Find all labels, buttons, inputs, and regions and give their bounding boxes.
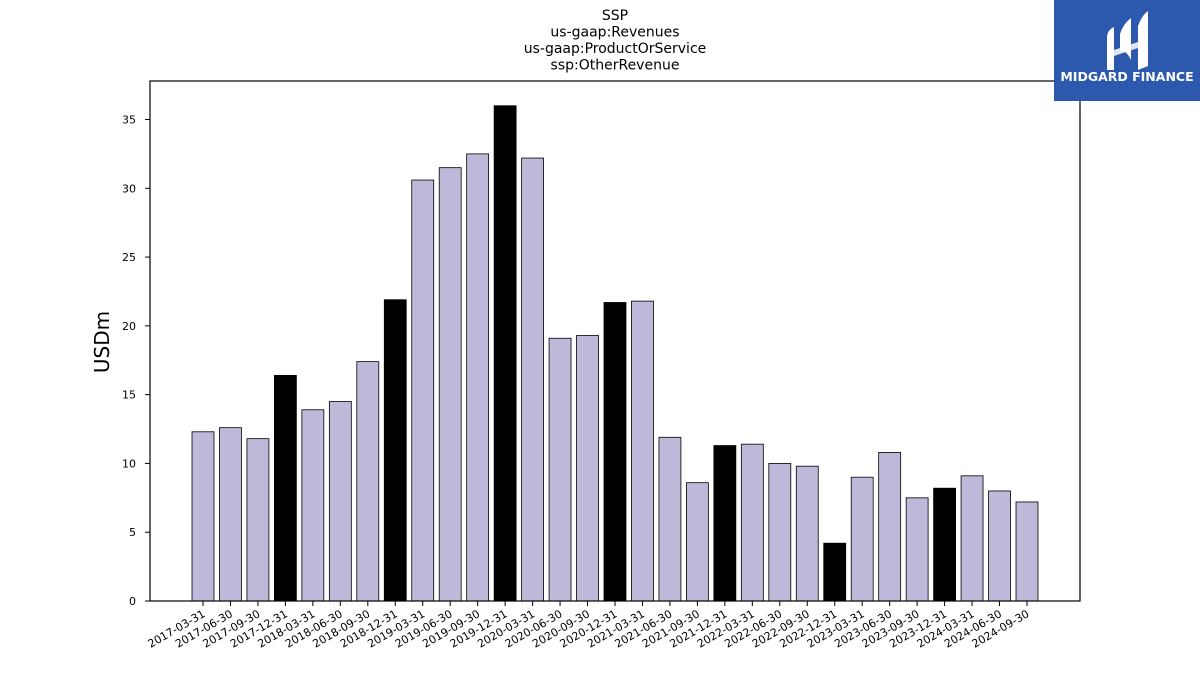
bar-2021-06-30 (658, 436, 682, 602)
midgard-finance-logo: MIDGARD FINANCE (1054, 0, 1200, 101)
bar-2017-06-30 (219, 427, 242, 602)
bar-2024-06-30 (988, 490, 1011, 602)
title-line: us-gaap:Revenues (550, 25, 679, 41)
x-axis: 2017-03-312017-06-302017-09-302017-12-31… (146, 601, 1032, 651)
bar-2024-09-30 (1015, 501, 1039, 602)
title-line: SSP (602, 8, 628, 24)
bar-2018-06-30 (328, 401, 352, 602)
y-axis: 0 5 10 15 20 25 30 35 (122, 114, 150, 608)
bar-2023-12-31 (933, 487, 956, 602)
bar-2023-09-30 (905, 497, 929, 602)
title-line: us-gaap:ProductOrService (524, 41, 707, 57)
bar-2021-03-31 (631, 300, 654, 602)
y-tick-label: 20 (122, 320, 136, 333)
y-tick-label: 35 (122, 114, 136, 127)
y-tick-label: 15 (122, 389, 136, 402)
y-axis-label: USDm (90, 311, 114, 373)
logo-mark-icon (1107, 11, 1148, 70)
y-tick-label: 30 (122, 182, 136, 195)
bar-2022-06-30 (768, 463, 792, 602)
bar-2018-03-31 (301, 409, 325, 602)
y-tick-label: 0 (129, 595, 136, 608)
title-line: ssp:OtherRevenue (551, 58, 680, 74)
bar-2019-09-30 (466, 153, 490, 602)
bar-2021-12-31 (713, 445, 737, 602)
bar-2017-12-31 (274, 374, 297, 602)
bar-2023-06-30 (878, 452, 902, 602)
bar-2022-03-31 (740, 443, 764, 602)
bar-2017-09-30 (246, 438, 270, 602)
plot-area (149, 80, 1081, 602)
y-tick-label: 5 (129, 526, 136, 539)
bar-2020-03-31 (521, 157, 544, 602)
bar-2017-03-31 (191, 431, 215, 602)
bar-2022-12-31 (823, 542, 847, 602)
bar-2019-06-30 (438, 167, 462, 602)
bar-2021-09-30 (686, 482, 709, 602)
bar-2019-03-31 (411, 179, 435, 602)
y-tick-label: 25 (122, 251, 136, 264)
bar-2022-09-30 (795, 465, 819, 602)
bar-2018-09-30 (356, 361, 380, 602)
bar-2019-12-31 (493, 105, 517, 602)
logo-text: MIDGARD FINANCE (1060, 69, 1193, 84)
chart-title: SSPus-gaap:Revenuesus-gaap:ProductOrServ… (524, 8, 707, 74)
bar-2023-03-31 (850, 476, 874, 602)
bar-2024-03-31 (960, 475, 984, 602)
bar-2020-12-31 (603, 302, 627, 602)
bar-2018-12-31 (383, 299, 407, 602)
y-tick-label: 10 (122, 457, 136, 470)
bar-2020-06-30 (548, 337, 572, 602)
bar-2020-09-30 (576, 335, 599, 602)
